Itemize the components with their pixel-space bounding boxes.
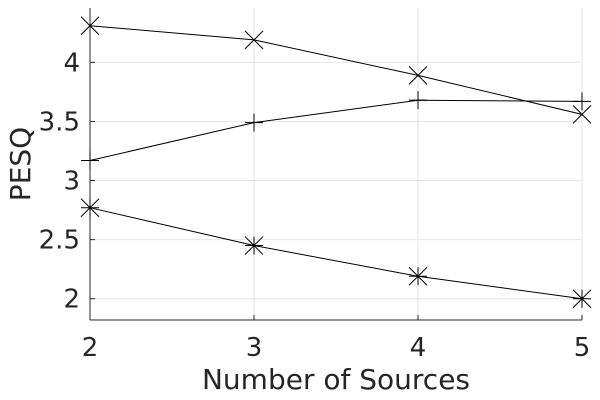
- series-1: [80, 16, 592, 124]
- data-point: [244, 236, 264, 255]
- x-axis-label: Number of Sources: [202, 363, 470, 396]
- series-line: [89, 207, 583, 300]
- x-tick-label: 3: [246, 333, 263, 363]
- y-axis-label: PESQ: [4, 127, 37, 201]
- x-tick-label: 4: [410, 333, 427, 363]
- data-point: [572, 289, 592, 309]
- x-tick-label: 2: [82, 333, 99, 363]
- y-tick-label: 3: [63, 167, 80, 197]
- data-point: [80, 16, 100, 36]
- y-tick-label: 3.5: [39, 107, 80, 137]
- series-3: [80, 198, 592, 309]
- data-point: [244, 30, 264, 50]
- x-tick-label: 5: [574, 333, 591, 363]
- data-point: [408, 266, 428, 286]
- y-tick-label: 4: [63, 48, 80, 78]
- data-point: [572, 105, 592, 124]
- y-tick-label: 2: [63, 285, 80, 315]
- tick-labels: 2 3 4 5 2 2.5 3 3.5 4: [39, 48, 591, 363]
- data-point: [245, 113, 263, 132]
- series-2: [81, 91, 591, 170]
- data-point: [409, 91, 427, 110]
- series-line: [89, 99, 583, 161]
- data-point: [81, 151, 99, 170]
- data-point: [80, 198, 100, 218]
- y-tick-label: 2.5: [39, 226, 80, 256]
- series-line: [89, 25, 583, 115]
- grid: [89, 8, 583, 320]
- data-point: [408, 66, 428, 85]
- axes: [89, 8, 583, 321]
- series-layer: [80, 16, 592, 309]
- data-point: [573, 92, 591, 111]
